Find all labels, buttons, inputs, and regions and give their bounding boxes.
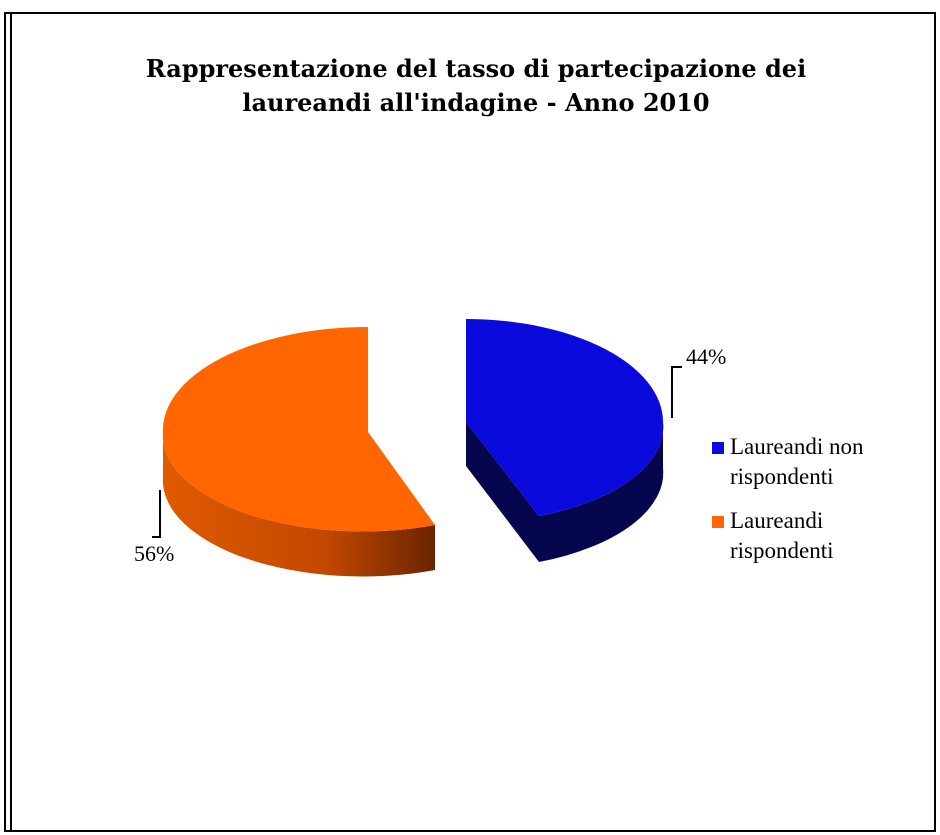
data-label-44: 44% <box>686 344 727 369</box>
chart-title: Rappresentazione del tasso di partecipaz… <box>12 52 940 120</box>
legend-swatch-blue <box>712 442 724 454</box>
legend-label-respondents: Laureandi rispondenti <box>730 508 834 563</box>
pie-slice-non-respondents-side <box>466 422 539 562</box>
leader-line-44 <box>671 366 682 418</box>
pie-slice-respondents-top <box>162 326 436 532</box>
legend-item-respondents: Laureandi rispondenti <box>712 506 910 566</box>
leader-line-56 <box>152 490 161 538</box>
legend-label-non-respondents: Laureandi non rispondenti <box>730 434 864 489</box>
data-label-56: 56% <box>134 541 175 566</box>
pie-slice-respondents-side <box>162 432 435 577</box>
pie-slice-non-respondents-top <box>466 319 664 516</box>
pie-slice-non-respondents <box>466 319 664 562</box>
legend-swatch-orange <box>712 516 724 528</box>
pie-slice-respondents <box>162 326 436 577</box>
chart-title-line-1: Rappresentazione del tasso di partecipaz… <box>145 54 807 83</box>
frame-inner-rule <box>10 12 12 832</box>
chart-legend: Laureandi non rispondenti Laureandi risp… <box>712 432 910 580</box>
pie-slice-non-respondents-rim <box>539 422 664 562</box>
legend-item-non-respondents: Laureandi non rispondenti <box>712 432 910 492</box>
chart-title-line-2: laureandi all'indagine - Anno 2010 <box>242 88 710 117</box>
